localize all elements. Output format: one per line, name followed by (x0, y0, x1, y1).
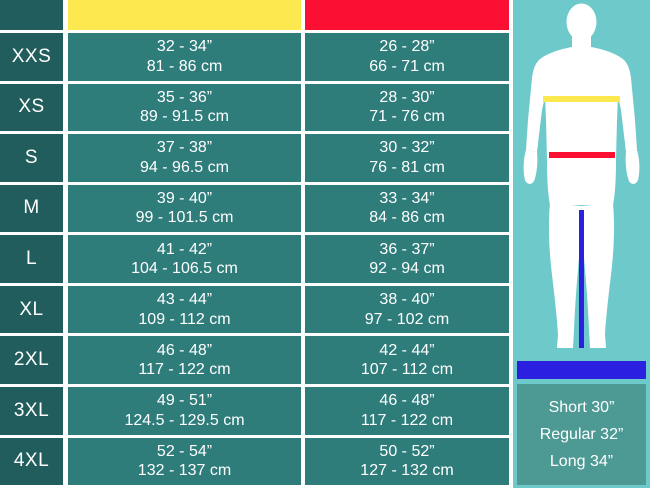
waist-inches: 36 - 37” (379, 240, 435, 258)
waist-inches: 30 - 32” (379, 139, 435, 157)
waist-measure-band (549, 152, 615, 158)
table-row: L 41 - 42” 104 - 106.5 cm 36 - 37” 92 - … (0, 235, 509, 286)
waist-cell: 50 - 52” 127 - 132 cm (305, 437, 509, 488)
inseam-option-regular: Regular 32” (539, 425, 624, 443)
waist-cm: 76 - 81 cm (369, 158, 445, 176)
waist-inches: 28 - 30” (379, 88, 435, 106)
size-label: XL (0, 285, 68, 337)
size-label: 4XL (0, 437, 68, 488)
table-row: 2XL 46 - 48” 117 - 122 cm 42 - 44” 107 -… (0, 336, 509, 387)
waist-inches: 42 - 44” (379, 341, 435, 359)
chest-inches: 37 - 38” (156, 139, 213, 157)
chest-cm: 124.5 - 129.5 cm (124, 411, 245, 429)
chest-cm: 109 - 112 cm (138, 310, 231, 328)
table-row: M 39 - 40” 99 - 101.5 cm 33 - 34” 84 - 8… (0, 184, 509, 236)
waist-cm: 127 - 132 cm (360, 462, 454, 480)
chest-inches: 41 - 42” (156, 240, 213, 258)
chest-inches: 49 - 51” (156, 392, 213, 410)
chest-measure-band (543, 96, 620, 102)
waist-cm: 92 - 94 cm (369, 260, 445, 278)
waist-cell: 26 - 28” 66 - 71 cm (305, 33, 509, 84)
chest-cell: 52 - 54” 132 - 137 cm (68, 437, 305, 488)
table-row: S 37 - 38” 94 - 96.5 cm 30 - 32” 76 - 81… (0, 134, 509, 185)
chest-color-swatch (68, 0, 301, 30)
figure-panel: Short 30” Regular 32” Long 34” (513, 0, 650, 488)
size-label: XS (0, 83, 68, 135)
waist-cell: 30 - 32” 76 - 81 cm (305, 134, 509, 185)
chest-cell: 49 - 51” 124.5 - 129.5 cm (68, 386, 305, 438)
waist-cm: 66 - 71 cm (369, 57, 445, 75)
chest-cell: 32 - 34” 81 - 86 cm (68, 33, 305, 84)
chest-cm: 94 - 96.5 cm (140, 158, 229, 176)
size-label: L (0, 235, 68, 286)
chest-cm: 117 - 122 cm (138, 361, 231, 379)
chest-cm: 99 - 101.5 cm (135, 209, 234, 227)
waist-cm: 117 - 122 cm (360, 411, 454, 429)
chest-cell: 46 - 48” 117 - 122 cm (68, 336, 305, 387)
chest-cell: 35 - 36” 89 - 91.5 cm (68, 83, 305, 135)
waist-cell: 42 - 44” 107 - 112 cm (305, 336, 509, 387)
chest-inches: 32 - 34” (156, 38, 213, 56)
waist-cm: 71 - 76 cm (369, 108, 445, 126)
size-label: XXS (0, 33, 68, 84)
header-cell-chest (68, 0, 305, 33)
waist-inches: 50 - 52” (379, 442, 435, 460)
male-body-silhouette-icon (523, 3, 640, 348)
header-cell-waist (305, 0, 509, 33)
size-label: S (0, 134, 68, 185)
table-row: 3XL 49 - 51” 124.5 - 129.5 cm 46 - 48” 1… (0, 386, 509, 438)
chest-cm: 132 - 137 cm (137, 462, 232, 480)
waist-cell: 38 - 40” 97 - 102 cm (305, 285, 509, 337)
size-table: XXS 32 - 34” 81 - 86 cm 26 - 28” 66 - 71… (0, 0, 509, 488)
chest-inches: 52 - 54” (156, 442, 213, 460)
chest-cell: 41 - 42” 104 - 106.5 cm (68, 235, 305, 286)
waist-cell: 33 - 34” 84 - 86 cm (305, 184, 509, 236)
chest-cell: 37 - 38” 94 - 96.5 cm (68, 134, 305, 185)
chest-cell: 43 - 44” 109 - 112 cm (68, 285, 305, 337)
waist-cell: 28 - 30” 71 - 76 cm (305, 83, 509, 135)
inseam-color-swatch (517, 361, 646, 379)
size-label: M (0, 184, 68, 236)
table-header-row (0, 0, 509, 33)
chest-inches: 35 - 36” (156, 88, 213, 106)
waist-cm: 97 - 102 cm (364, 310, 450, 328)
waist-inches: 26 - 28” (379, 38, 435, 56)
inseam-option-long: Long 34” (549, 452, 614, 470)
waist-cm: 107 - 112 cm (360, 361, 454, 379)
inseam-option-short: Short 30” (548, 398, 615, 416)
table-row: XS 35 - 36” 89 - 91.5 cm 28 - 30” 71 - 7… (0, 83, 509, 135)
waist-cell: 46 - 48” 117 - 122 cm (305, 386, 509, 438)
chest-cm: 89 - 91.5 cm (140, 108, 229, 126)
waist-inches: 46 - 48” (379, 392, 435, 410)
waist-cell: 36 - 37” 92 - 94 cm (305, 235, 509, 286)
chest-inches: 39 - 40” (156, 189, 213, 207)
inseam-measure-line (579, 210, 584, 348)
inseam-length-options: Short 30” Regular 32” Long 34” (517, 384, 646, 485)
chest-inches: 46 - 48” (156, 341, 213, 359)
chest-cell: 39 - 40” 99 - 101.5 cm (68, 184, 305, 236)
header-cell-size (0, 0, 68, 33)
body-figure (513, 0, 650, 358)
chest-inches: 43 - 44” (156, 291, 213, 309)
waist-color-swatch (305, 0, 509, 30)
waist-cm: 84 - 86 cm (369, 209, 445, 227)
waist-inches: 38 - 40” (379, 291, 435, 309)
chest-cm: 81 - 86 cm (146, 57, 223, 75)
table-row: 4XL 52 - 54” 132 - 137 cm 50 - 52” 127 -… (0, 437, 509, 488)
size-label: 3XL (0, 386, 68, 438)
table-row: XXS 32 - 34” 81 - 86 cm 26 - 28” 66 - 71… (0, 33, 509, 84)
table-row: XL 43 - 44” 109 - 112 cm 38 - 40” 97 - 1… (0, 285, 509, 337)
chest-cm: 104 - 106.5 cm (131, 260, 238, 278)
size-label: 2XL (0, 336, 68, 387)
waist-inches: 33 - 34” (379, 189, 435, 207)
